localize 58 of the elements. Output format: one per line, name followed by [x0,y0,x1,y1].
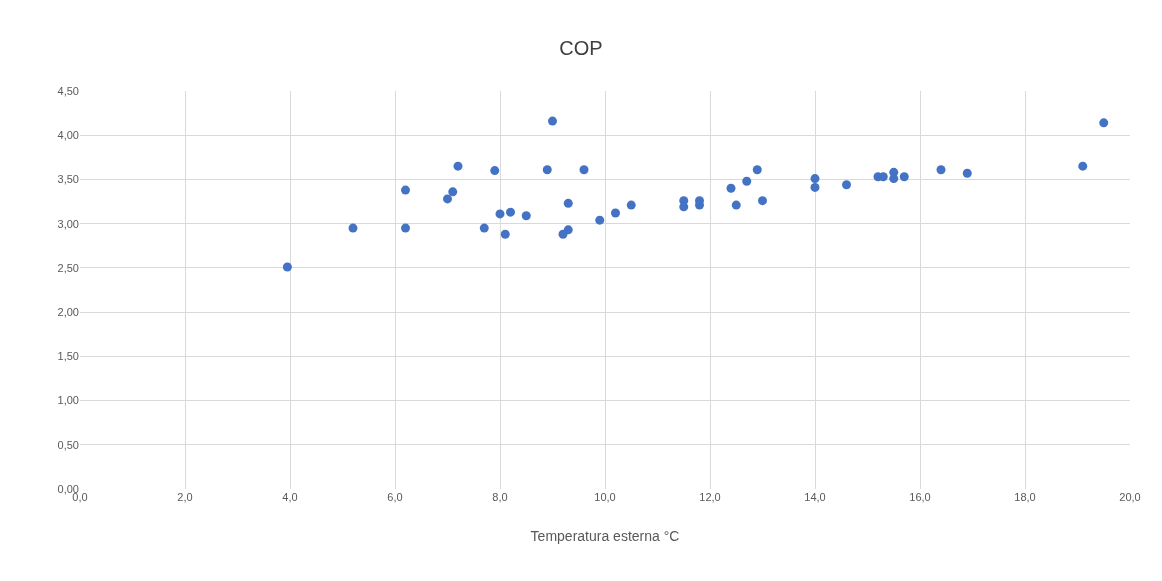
point [626,200,636,210]
point [401,185,410,195]
point [495,209,505,219]
point [731,200,741,210]
x-tick-label: 10,0 [594,491,616,503]
x-tick-label: 16,0 [909,491,931,503]
point [758,196,767,206]
y-tick-label: 4,00 [57,129,79,142]
x-tick-label: 6,0 [387,491,403,503]
y-tick-label: 3,00 [57,217,79,230]
point [936,165,946,175]
point [401,223,410,233]
y-tick-label: 2,50 [57,261,79,274]
point [548,116,557,126]
point [899,172,909,182]
point [282,262,292,272]
point [1099,118,1109,128]
point [611,208,620,218]
point [448,187,458,197]
x-tick-label: 14,0 [804,491,826,503]
point [453,161,463,171]
point [1078,161,1088,171]
point [679,202,689,212]
point [563,225,573,235]
point [742,176,752,186]
y-tick-label: 0,00 [57,482,79,495]
chart-title: COP [559,36,603,59]
point [479,223,489,233]
y-tick-label: 1,50 [57,350,79,363]
point [506,207,515,217]
point [521,211,531,221]
x-tick-label: 12,0 [699,491,721,503]
x-axis-title: Temperatura esterna °C [530,528,680,544]
y-tick-label: 1,00 [57,394,79,407]
point [752,165,762,175]
point [842,180,851,190]
y-tick-label: 3,50 [57,173,79,186]
point [726,183,736,193]
point [500,229,510,239]
y-tick-label: 0,50 [57,438,79,451]
x-tick-label: 18,0 [1014,491,1036,503]
x-tick-label: 2,0 [177,491,193,503]
point [810,174,820,184]
point [962,168,972,178]
point [443,194,452,204]
point [348,223,358,233]
point [579,165,589,175]
point [490,166,500,176]
point [889,167,899,177]
x-tick-label: 20,0 [1119,491,1141,503]
y-tick-label: 4,50 [57,84,79,97]
point [542,165,552,175]
point [595,215,605,225]
y-tick-label: 2,00 [57,305,79,318]
x-tick-label: 4,0 [282,491,298,503]
point [810,182,820,192]
point [563,198,573,208]
x-tick-label: 8,0 [492,491,508,503]
